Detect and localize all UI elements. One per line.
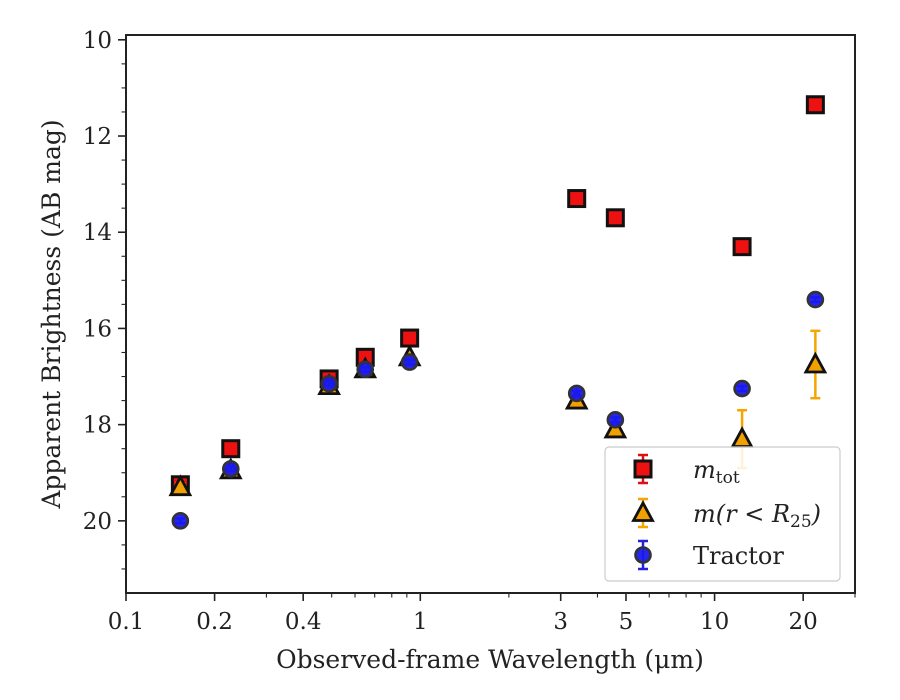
data-point-circle [221,460,240,478]
data-point-square [567,189,587,209]
data-point-square [221,439,241,459]
plot-frame [125,34,856,594]
legend-label: mtot [693,456,740,488]
y-tick-label: 16 [83,316,112,342]
x-axis-label: Observed-frame Wavelength (μm) [276,645,704,674]
data-point-circle [806,290,825,309]
data-point-circle [320,374,338,393]
y-tick-label: 18 [83,413,112,439]
y-tick-label: 14 [83,220,112,246]
data-point-triangle [168,474,193,497]
legend-item: Tractor [634,539,784,571]
data-point-square [732,237,752,257]
series-square [170,95,825,495]
y-axis-label: Apparent Brightness (AB mag) [37,119,66,509]
data-point-circle [567,384,586,403]
legend-item: m(r < R25) [631,497,821,532]
legend-marker-circle [634,546,652,564]
x-tick-label: 5 [619,609,634,635]
legend-marker-square [633,459,653,479]
legend-label: m(r < R25) [693,500,821,532]
data-point-square [805,95,825,115]
legend-item: mtot [633,453,740,488]
x-tick-label: 0.4 [285,609,322,635]
data-point-circle [171,512,190,530]
x-tick-label: 3 [553,609,568,635]
data-point-circle [606,411,625,429]
legend-label: Tractor [693,542,784,570]
y-tick-label: 20 [83,509,112,535]
data-point-square [605,208,625,228]
legend-marker-triangle [631,500,655,522]
data-point-circle [400,353,419,371]
y-tick-label: 12 [83,124,112,150]
x-tick-label: 1 [413,609,428,635]
data-point-circle [733,379,751,398]
x-tick-label: 0.1 [108,609,145,635]
series-circle [171,290,825,530]
data-point-circle [356,360,375,379]
x-tick-label: 0.2 [196,609,233,635]
y-tick-label: 10 [83,28,112,54]
legend-frame [604,446,841,582]
legend: mtot m(r < R25) Tractor [604,446,841,582]
tick-group: 0.1 0.2 0.4 1 3 5 10 20 10 12 14 16 18 20 [83,28,856,635]
marker-group [168,95,828,530]
x-tick-label: 10 [700,609,729,635]
x-tick-label: 20 [789,609,818,635]
data-point-triangle [803,351,828,374]
data-point-square [400,328,420,348]
